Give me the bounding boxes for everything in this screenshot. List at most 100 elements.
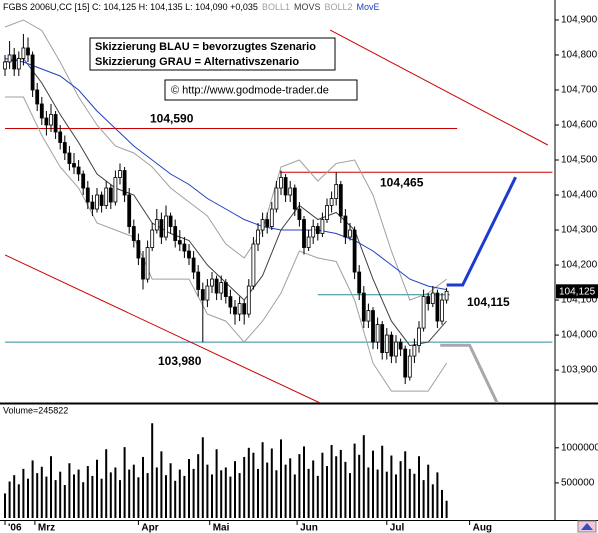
volume-bar: [293, 474, 296, 518]
x-tick-label: Apr: [141, 523, 158, 533]
candle-body: [371, 310, 375, 343]
candle-body: [265, 219, 270, 227]
candle-body: [283, 177, 288, 196]
volume-bar: [275, 470, 278, 518]
candle-body: [164, 215, 168, 238]
x-tick-label: Jun: [300, 523, 318, 533]
candle-body: [380, 324, 385, 353]
volume-bar: [50, 456, 52, 518]
volume-bar: [59, 471, 62, 518]
volume-bar: [91, 475, 94, 518]
volume-bar: [192, 468, 195, 518]
candle-body: [7, 54, 12, 63]
volume-bar: [441, 489, 443, 518]
volume-bar: [22, 468, 25, 518]
volume-bar: [77, 469, 80, 518]
volume-bar: [257, 468, 259, 518]
volume-bar: [215, 449, 218, 518]
candle-body: [366, 310, 371, 322]
candle-body: [150, 229, 155, 248]
x-tick-label: '06: [8, 523, 22, 533]
y-tick-label: 104,100: [561, 295, 598, 306]
volume-bar: [445, 500, 448, 518]
level-label: 104,590: [150, 112, 194, 126]
candle-body: [81, 173, 86, 189]
volume-bar: [68, 463, 71, 518]
volume-bar: [27, 478, 29, 518]
candle-body: [260, 219, 265, 231]
candle-body: [403, 348, 408, 378]
y-tick-label: 104,500: [561, 155, 598, 166]
candle-body: [292, 187, 297, 210]
candle-body: [311, 226, 316, 238]
candle-body: [177, 240, 182, 245]
legend-entry: MovE: [357, 2, 380, 12]
candle-body: [49, 114, 53, 126]
volume-tick-label: 1000000: [561, 442, 598, 453]
volume-bar: [385, 471, 388, 518]
source-box: [164, 79, 358, 101]
volume-bar: [431, 484, 434, 518]
volume-bar: [109, 472, 112, 518]
candle-body: [398, 341, 403, 350]
volume-bar: [247, 447, 250, 518]
note-box: [89, 37, 336, 71]
volume-bar: [270, 448, 273, 518]
candle-body: [389, 334, 394, 357]
volume-bar: [82, 482, 85, 518]
note: Skizzierung GRAU = Alternativszenario: [95, 56, 299, 68]
candle-body: [394, 341, 398, 357]
volume-bar: [146, 473, 149, 518]
candle-body: [357, 271, 362, 294]
volume-bar: [36, 473, 39, 518]
candle-body: [200, 289, 205, 301]
candle-body: [16, 58, 21, 70]
scenario-line: [446, 176, 517, 287]
volume-bar: [54, 480, 57, 518]
indicator-line: [4, 19, 447, 301]
volume-bar: [132, 464, 135, 518]
level-label: 104,465: [380, 175, 424, 189]
volume-bar: [105, 449, 108, 518]
candle-body: [99, 194, 104, 206]
volume-bar: [174, 480, 177, 518]
volume-bar: [4, 493, 6, 518]
volume-bar: [266, 462, 269, 518]
x-tick-label: Aug: [473, 523, 492, 533]
y-tick-label: 104,000: [561, 330, 598, 341]
candle-body: [76, 166, 81, 175]
volume-bar: [31, 460, 34, 518]
volume-bar: [206, 464, 209, 518]
level-label: 103,980: [158, 354, 202, 368]
candle-body: [62, 142, 67, 154]
candle-body: [191, 257, 196, 273]
volume-bar: [261, 442, 264, 518]
volume-bar: [280, 439, 282, 518]
candle-body: [237, 303, 242, 315]
volume-bar: [418, 456, 420, 518]
candle-body: [228, 296, 233, 308]
legend-entry: BOLL2: [324, 2, 352, 12]
candle-body: [430, 292, 435, 304]
volume-bar: [151, 423, 154, 518]
level-label: 104,115: [467, 295, 510, 309]
axes: 103,900 104,000 104,100 104,200 104,300 104,4…: [4, 15, 598, 533]
trendline: [329, 29, 549, 146]
candle-body: [131, 226, 136, 241]
candle-body: [159, 219, 164, 238]
volume-bar: [316, 475, 319, 518]
candle-body: [329, 198, 334, 206]
candle-body: [325, 205, 329, 220]
volume-bar: [436, 472, 439, 518]
candle-body: [315, 226, 320, 234]
candle-body: [343, 215, 348, 238]
volume-bar: [353, 443, 356, 518]
candle-body: [136, 240, 141, 259]
volume-bar: [326, 466, 328, 518]
scenario-line: [440, 343, 499, 403]
volume-bar: [73, 474, 75, 518]
volume-bar: [45, 476, 48, 518]
candle-body: [205, 285, 210, 301]
